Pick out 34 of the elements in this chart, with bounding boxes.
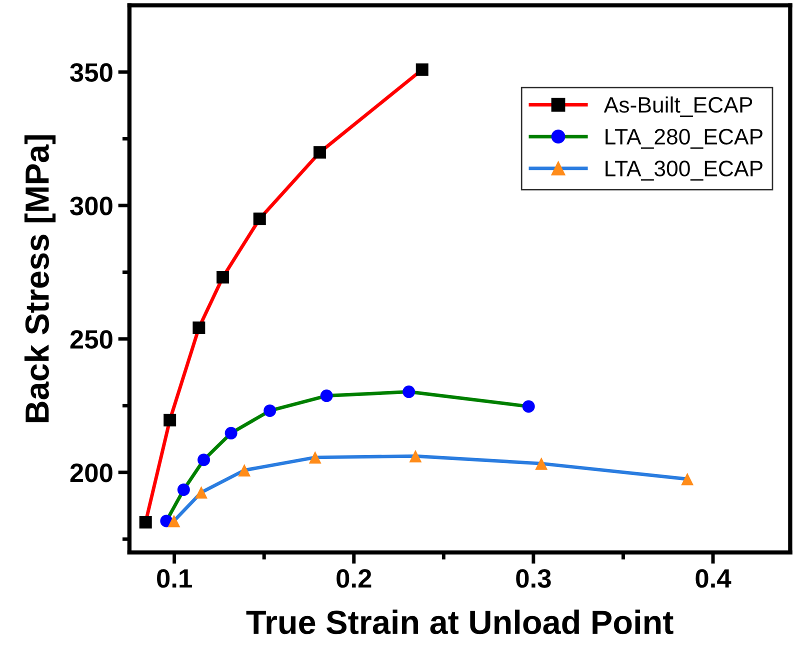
point (264, 404, 276, 417)
point (416, 63, 428, 76)
y-tick-label: 200 (70, 464, 112, 482)
y-tick-label: 300 (70, 196, 112, 216)
x-axis-title: True Strain at Unload Point (246, 610, 674, 634)
x-tick-label: 0.4 (696, 569, 732, 588)
point (320, 390, 333, 402)
x-tick-label: 0.2 (336, 569, 372, 588)
point (681, 472, 694, 486)
point (216, 271, 230, 284)
point (409, 450, 422, 462)
x-tick-label: 0.1 (157, 569, 192, 588)
y-axis-title: Back Stress [MPa] (24, 135, 56, 422)
point (164, 414, 176, 426)
point (192, 321, 206, 334)
legend-label: LTA_280_ECAP (606, 128, 762, 149)
point (253, 212, 266, 226)
x-tick-label: 0.3 (516, 569, 551, 588)
point (177, 483, 190, 496)
point (198, 454, 210, 466)
legend-label: LTA_300_ECAP (606, 160, 762, 181)
y-tick-label: 250 (70, 330, 112, 349)
legend-label: As-Built_ECAP (604, 96, 752, 117)
point (224, 426, 238, 440)
point (522, 400, 535, 413)
point (535, 457, 548, 470)
point (402, 386, 416, 398)
y-tick-label: 350 (70, 63, 112, 82)
point (314, 146, 326, 159)
point (139, 516, 152, 529)
point (238, 464, 251, 476)
point (308, 451, 322, 464)
point (195, 486, 208, 499)
point (168, 514, 180, 528)
